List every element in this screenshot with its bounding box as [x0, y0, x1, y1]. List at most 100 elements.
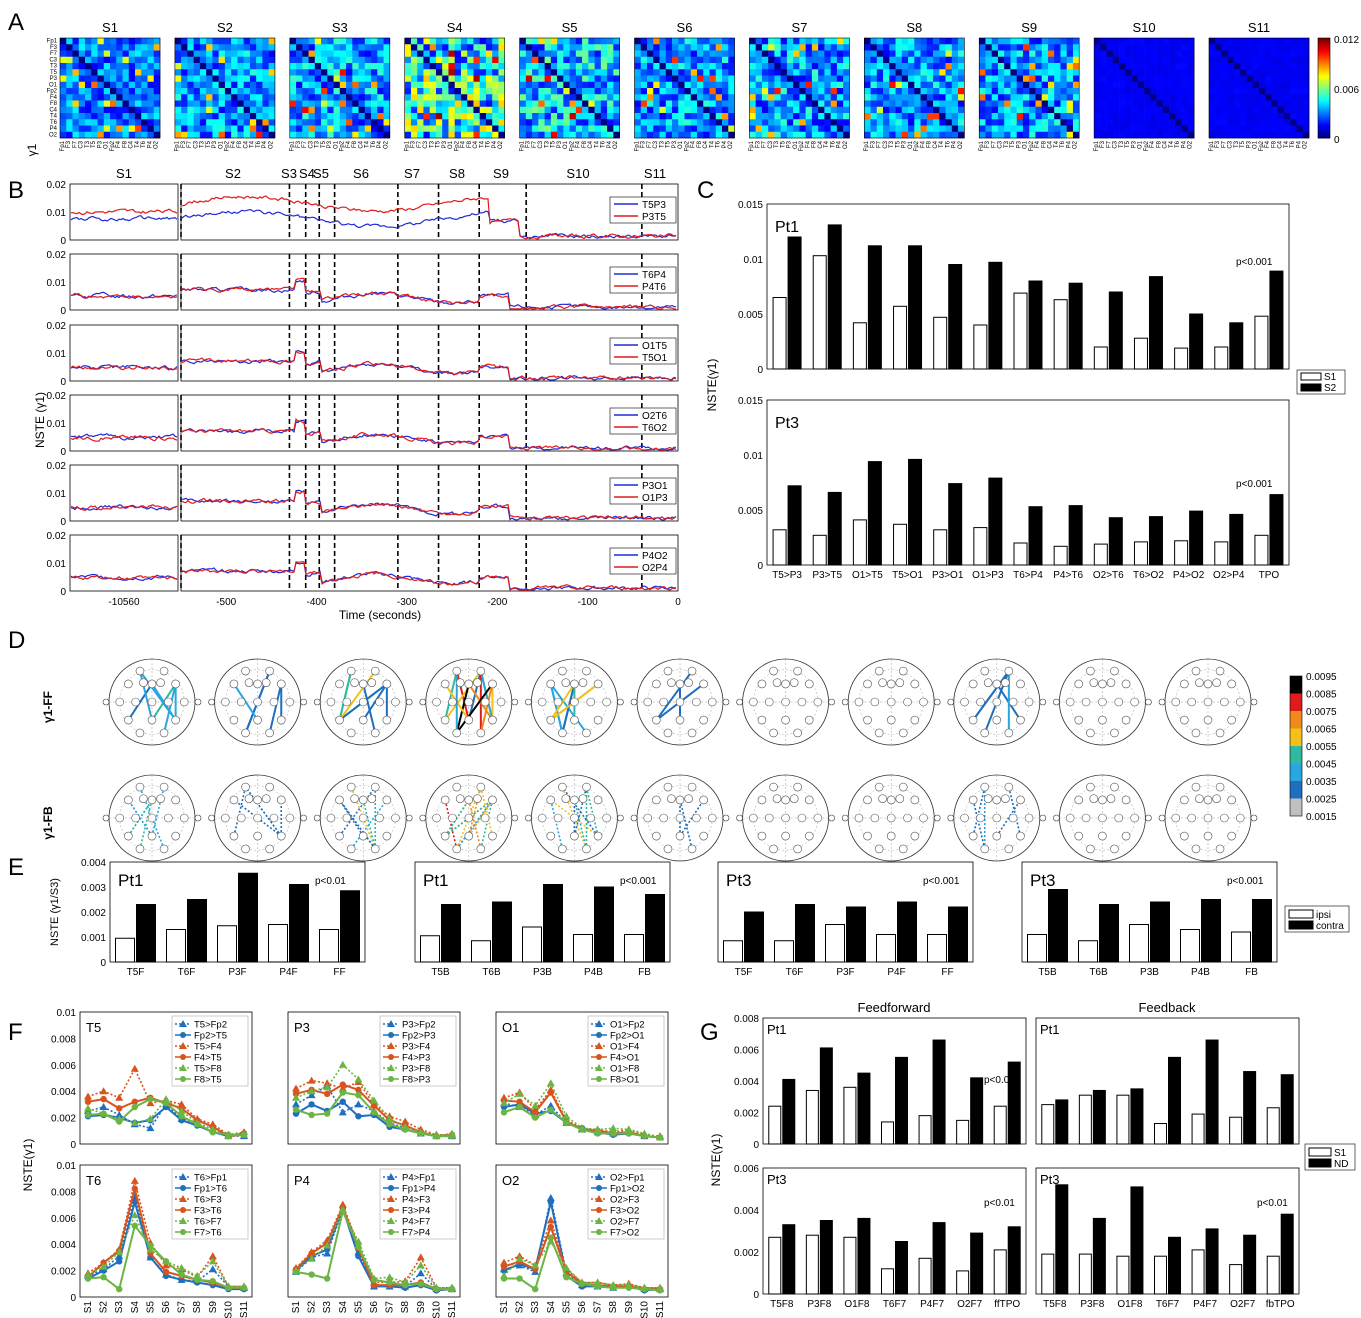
matrix-cell: [339, 119, 347, 126]
bar-nd: [932, 1222, 946, 1295]
electrode-marker: [593, 679, 603, 689]
matrix-cell: [1029, 38, 1036, 45]
matrix-cell: [256, 75, 263, 83]
legend-label: P3>F8: [402, 1064, 430, 1075]
matrix-cell: [1240, 106, 1247, 114]
electrode-marker: [269, 697, 279, 707]
x-tick: S11: [447, 1301, 458, 1318]
electrode-marker: [440, 831, 450, 841]
matrix-cell: [1252, 119, 1260, 126]
matrix-cell: [72, 94, 80, 101]
matrix-cell: [206, 81, 213, 89]
matrix-cell: [174, 44, 182, 51]
matrix-cell: [607, 75, 614, 83]
electrode-marker: [863, 679, 872, 689]
matrix-cell: [383, 94, 391, 101]
matrix-cell: [843, 106, 850, 114]
electrode-marker: [346, 666, 356, 676]
matrix-cell: [1106, 56, 1114, 64]
electrode-marker: [781, 795, 790, 805]
electrode-marker: [886, 697, 896, 707]
matrix-cell: [364, 94, 372, 101]
matrix-cell: [1029, 56, 1036, 64]
electrode-marker: [452, 782, 462, 792]
matrix-cell: [135, 69, 142, 76]
matrix-cell: [958, 75, 965, 83]
data-point-circle: [339, 1208, 346, 1215]
matrix-cell: [1169, 44, 1176, 51]
electrode-marker: [863, 831, 872, 841]
series-line-blue: [70, 215, 178, 222]
matrix-cell: [1131, 100, 1139, 108]
matrix-cell: [979, 119, 986, 126]
matrix-cell: [836, 44, 844, 51]
bar-s1: [1013, 292, 1028, 370]
electrode-marker: [244, 794, 254, 803]
bar-s2: [1108, 517, 1123, 566]
matrix-cell: [1047, 88, 1055, 95]
matrix-cell: [404, 44, 412, 51]
bar-s1: [768, 1105, 782, 1145]
matrix-cell: [951, 94, 959, 101]
matrix-cell: [1144, 56, 1151, 64]
legend-label: F7>O2: [610, 1228, 639, 1239]
matrix-cell: [588, 113, 595, 120]
matrix-cell: [640, 88, 648, 95]
matrix-cell: [613, 63, 620, 70]
channel-label: F7: [762, 140, 768, 148]
matrix-frame: [749, 37, 850, 139]
matrix-cell: [442, 100, 449, 108]
matrix-cell: [1277, 75, 1285, 83]
matrix-cell: [749, 100, 756, 108]
electrode-marker: [570, 697, 579, 707]
colorbar-cell: [1318, 124, 1330, 127]
electrode-marker: [570, 679, 579, 689]
matrix-cell: [72, 113, 80, 120]
colorbar-cell: [1290, 763, 1302, 781]
connection-line: [561, 683, 576, 734]
electrode-marker: [667, 794, 676, 803]
matrix-cell: [1150, 131, 1157, 139]
matrix-cell: [1100, 75, 1107, 83]
matrix-cell: [793, 38, 800, 45]
matrix-cell: [640, 44, 648, 51]
x-tick: P3F: [228, 967, 246, 978]
matrix-cell: [830, 125, 838, 133]
matrix-cell: [110, 38, 117, 45]
matrix-cell: [1119, 106, 1126, 114]
x-tick: S6: [577, 1301, 588, 1314]
x-tick: P4>O2: [1173, 570, 1205, 581]
electrode-marker: [1195, 678, 1204, 687]
matrix-cell: [678, 75, 685, 83]
matrix-cell: [122, 75, 130, 83]
matrix-cell: [498, 50, 505, 58]
connection-line: [480, 799, 494, 850]
matrix-cell: [116, 63, 123, 70]
matrix-cell: [836, 125, 844, 133]
matrix-cell: [1259, 38, 1266, 45]
channel-label: C4: [129, 140, 135, 148]
x-tick: S2: [515, 1301, 526, 1314]
matrix-cell: [697, 50, 704, 58]
matrix-cell: [1022, 44, 1030, 51]
matrix-cell: [116, 119, 123, 126]
matrix-cell: [327, 81, 334, 89]
electrode-marker: [707, 813, 717, 823]
matrix-cell: [607, 50, 614, 58]
matrix-cell: [786, 88, 794, 95]
matrix-cell: [141, 50, 148, 58]
bar-s2: [908, 245, 923, 370]
matrix-cell: [799, 131, 806, 139]
matrix-cell: [1144, 44, 1151, 51]
matrix-cell: [1041, 63, 1049, 70]
matrix-cell: [333, 81, 341, 89]
colorbar-tick: 0.0085: [1306, 690, 1337, 701]
matrix-cell: [224, 125, 232, 133]
matrix-cell: [665, 56, 673, 64]
matrix-cell: [1181, 131, 1189, 139]
matrix-cell: [728, 81, 735, 89]
plot-frame: [69, 464, 179, 522]
matrix-cell: [889, 113, 896, 120]
matrix-cell: [1259, 50, 1266, 58]
